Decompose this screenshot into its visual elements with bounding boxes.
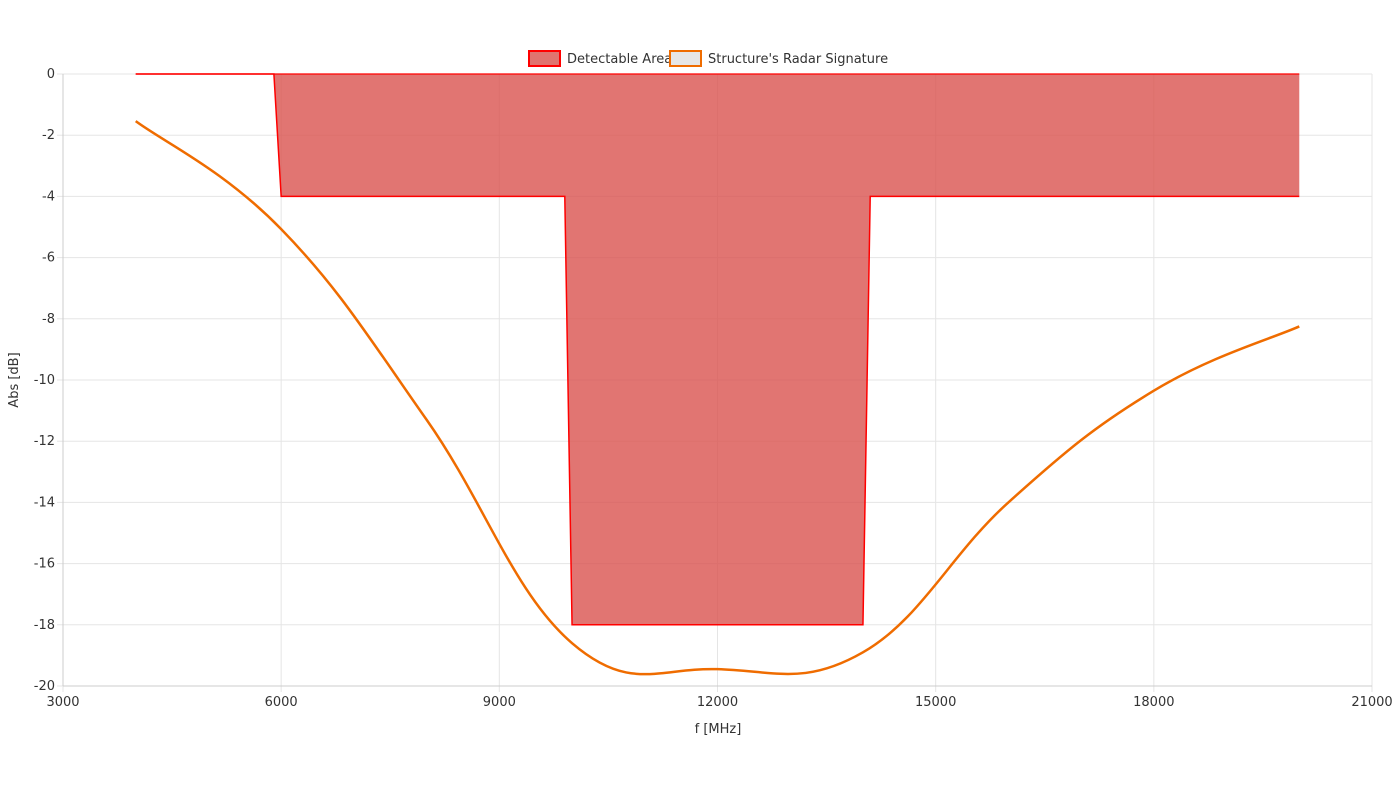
y-tick-label: -2 [42,128,55,143]
legend-item-detectable-area[interactable]: Detectable Area [528,50,672,67]
y-tick-label: -14 [34,495,55,510]
y-tick-label: -6 [42,251,55,266]
detectable-area-fill [135,74,1300,625]
y-tick-label: -10 [34,373,55,388]
axes: 3000 6000 9000 12000 15000 18000 21000 0 -2 -4 -6 -… [34,67,1393,710]
legend-label-radar-signature: Structure's Radar Signature [708,52,888,67]
y-tick-label: -16 [34,557,55,572]
legend-swatch-radar-signature [669,50,702,67]
y-tick-label: -8 [42,312,55,327]
x-axis-label: f [MHz] [695,722,742,737]
x-tick-label: 12000 [697,695,738,710]
y-tick-label: 0 [47,67,55,82]
y-tick-label: -12 [34,434,55,449]
y-tick-label: -18 [34,618,55,633]
x-tick-label: 18000 [1133,695,1174,710]
legend-item-radar-signature[interactable]: Structure's Radar Signature [669,50,888,67]
detectable-area-boundary [135,73,1300,626]
y-tick-label: -20 [34,679,55,694]
x-tick-label: 3000 [46,695,79,710]
legend-swatch-detectable-area [528,50,561,67]
x-tick-label: 6000 [265,695,298,710]
legend-label-detectable-area: Detectable Area [567,52,672,67]
radar-signature-line [134,120,1300,676]
y-axis-label: Abs [dB] [7,352,22,407]
signature-line-layer [134,120,1300,676]
detectable-area-layer [135,73,1300,626]
y-tick-label: -4 [42,189,55,204]
legend: Detectable Area Structure's Radar Signat… [528,50,888,67]
x-tick-label: 21000 [1351,695,1392,710]
x-tick-label: 15000 [915,695,956,710]
x-tick-label: 9000 [483,695,516,710]
